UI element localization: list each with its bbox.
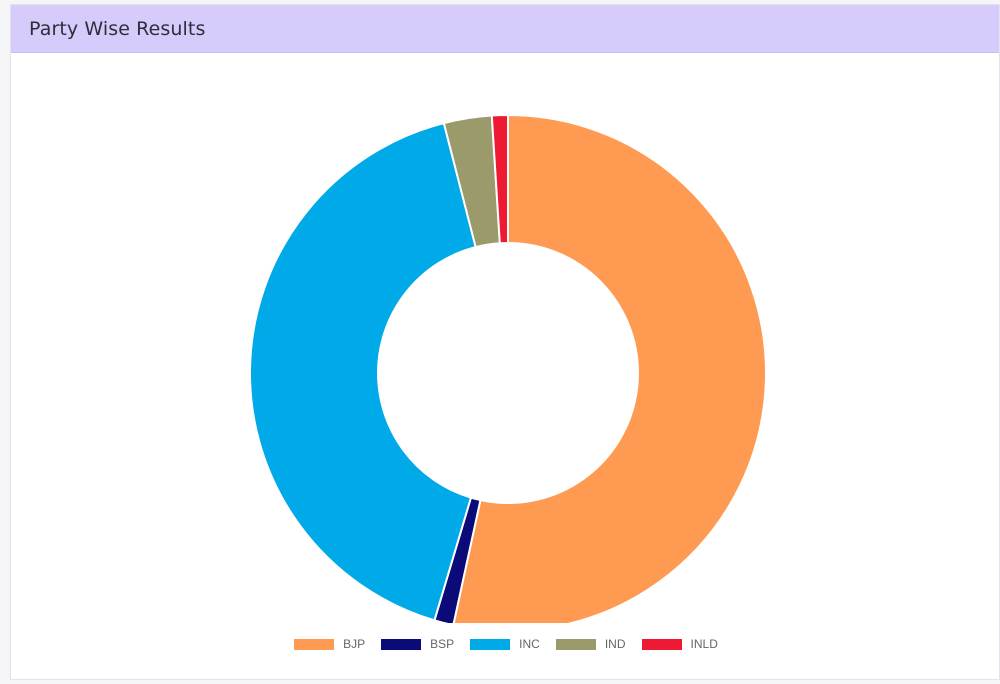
chart-area: BJP BSP INC IND INLD [11, 53, 1000, 681]
card-header: Party Wise Results [11, 5, 999, 53]
legend-label: INC [519, 637, 540, 651]
slice-bjp[interactable] [452, 113, 767, 623]
slice-inld[interactable] [490, 113, 509, 245]
legend-swatch [470, 638, 511, 650]
legend-swatch [381, 638, 422, 650]
party-results-card: Party Wise Results BJP BSP INC IND INLD [10, 4, 1000, 680]
legend-item-bsp[interactable]: BSP [381, 637, 454, 651]
legend-item-inld[interactable]: INLD [641, 637, 718, 651]
slice-inc[interactable] [249, 121, 477, 622]
legend-item-inc[interactable]: INC [470, 637, 540, 651]
legend-label: BSP [430, 637, 455, 651]
card-title: Party Wise Results [29, 17, 206, 40]
legend-item-bjp[interactable]: BJP [294, 637, 365, 651]
legend-label: INLD [690, 637, 718, 651]
legend-swatch [294, 638, 335, 650]
legend-swatch [641, 638, 682, 650]
donut-chart [249, 113, 767, 623]
legend-label: BJP [343, 637, 366, 651]
chart-legend: BJP BSP INC IND INLD [11, 637, 1000, 651]
legend-swatch [555, 638, 596, 650]
legend-item-ind[interactable]: IND [555, 637, 626, 651]
legend-label: IND [604, 637, 626, 651]
